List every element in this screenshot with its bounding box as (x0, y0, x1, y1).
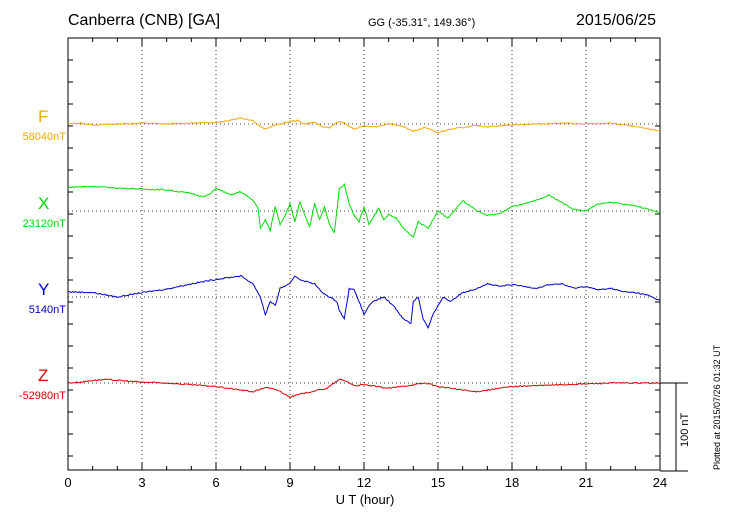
scale-bar-label: 100 nT (679, 412, 691, 447)
x-tick-label: 12 (357, 475, 371, 490)
series-baseline-x: 23120nT (22, 218, 66, 230)
series-name-f: F (38, 107, 49, 126)
station-coordinates: GG (-35.31°, 149.36°) (368, 17, 476, 29)
series-line-f (67, 117, 661, 134)
series-baseline-y: 5140nT (28, 304, 66, 316)
x-tick-label: 18 (505, 475, 519, 490)
series-baseline-f: 58040nT (22, 131, 66, 143)
x-axis-label: U T (hour) (335, 492, 395, 507)
date-label: 2015/06/25 (576, 12, 657, 29)
series-baseline-z: -52980nT (18, 390, 66, 402)
x-tick-label: 0 (64, 475, 71, 490)
series-name-z: Z (38, 366, 49, 385)
station-title: Canberra (CNB) [GA] (68, 12, 221, 29)
x-tick-label: 24 (653, 475, 667, 490)
x-tick-label: 3 (138, 475, 145, 490)
series-line-y (67, 274, 661, 329)
series-name-y: Y (38, 280, 50, 299)
x-tick-label: 6 (212, 475, 219, 490)
x-tick-label: 9 (286, 475, 293, 490)
series-line-x (67, 183, 661, 238)
series-line-z (67, 378, 661, 399)
x-tick-label: 15 (431, 475, 445, 490)
x-tick-label: 21 (579, 475, 593, 490)
series-name-x: X (38, 194, 50, 213)
plotted-note: Plotted at 2015/07/26 01:32 UT (712, 344, 722, 470)
